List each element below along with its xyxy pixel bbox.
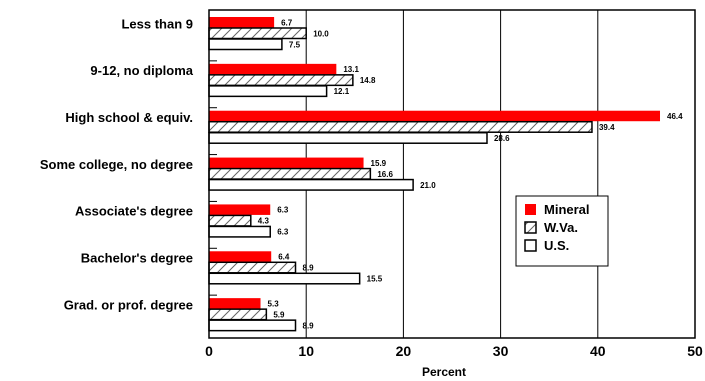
data-label: 14.8 — [360, 76, 376, 85]
legend-label: U.S. — [544, 238, 569, 253]
bar-us — [208, 38, 283, 51]
bar-wva — [208, 27, 307, 40]
bar-us — [208, 319, 297, 332]
plot-frame — [208, 9, 696, 339]
bar-wva — [208, 308, 268, 321]
legend-label: Mineral — [544, 202, 590, 217]
data-label: 15.9 — [371, 159, 387, 168]
bar-us — [208, 131, 488, 144]
x-tick-label: 20 — [396, 343, 412, 359]
data-label: 21.0 — [420, 181, 436, 190]
x-tick-label: 30 — [493, 343, 509, 359]
bar-mineral — [209, 204, 271, 215]
bar-wva — [208, 214, 252, 227]
data-label: 5.9 — [273, 310, 285, 319]
legend: Mineral W.Va. U.S. — [515, 195, 609, 267]
x-tick-label: 0 — [205, 343, 213, 359]
bar-us — [208, 225, 271, 238]
category-label: Less than 9 — [121, 16, 193, 31]
category-label: High school & equiv. — [65, 110, 193, 125]
bar-wva — [208, 120, 593, 133]
data-label: 6.4 — [278, 253, 290, 262]
bar-mineral — [209, 157, 364, 169]
category-labels: Less than 9 9-12, no diploma High school &… — [40, 16, 194, 312]
data-label: 8.9 — [303, 321, 315, 330]
x-tick-labels: 0 10 20 30 40 50 — [205, 343, 703, 359]
bar-mineral — [209, 251, 272, 262]
data-label: 10.0 — [313, 29, 329, 38]
data-label: 6.7 — [281, 18, 293, 27]
bar-wva — [208, 74, 354, 87]
bar-mineral — [209, 298, 261, 309]
data-label: 6.3 — [277, 228, 289, 237]
bar-wva — [208, 261, 297, 274]
data-label: 4.3 — [258, 217, 270, 226]
data-label: 15.5 — [367, 275, 383, 284]
x-axis-title: Percent — [422, 365, 466, 379]
legend-swatch — [524, 239, 537, 252]
category-label: Some college, no degree — [40, 157, 193, 172]
data-label: 7.5 — [289, 40, 301, 49]
data-label: 6.3 — [277, 206, 289, 215]
bar-mineral — [209, 63, 337, 75]
bars: 6.7 10.0 7.5 13.114.8 12.1 46.4 39.4 28.6 15.9 16… — [208, 17, 683, 332]
data-label: 13.1 — [343, 65, 359, 74]
bar-us — [208, 272, 361, 285]
data-label: 16.6 — [377, 170, 393, 179]
bar-mineral — [209, 110, 661, 122]
category-label: Bachelor's degree — [81, 251, 193, 266]
category-label: Associate's degree — [75, 204, 193, 219]
category-label: Grad. or prof. degree — [64, 297, 193, 312]
data-label: 5.3 — [268, 299, 280, 308]
data-label: 8.9 — [303, 264, 315, 273]
x-tick-label: 40 — [590, 343, 606, 359]
bar-us — [208, 178, 414, 191]
data-label: 28.6 — [494, 134, 510, 143]
legend-swatch — [525, 204, 536, 215]
data-label: 12.1 — [334, 87, 350, 96]
plot-border — [208, 9, 696, 339]
data-label: 39.4 — [599, 123, 615, 132]
x-tick-label: 10 — [298, 343, 314, 359]
data-label: 46.4 — [667, 112, 683, 121]
x-tick-label: 50 — [687, 343, 703, 359]
category-label: 9-12, no diploma — [90, 63, 193, 78]
bar-mineral — [209, 17, 275, 28]
legend-swatch — [524, 221, 537, 234]
bar-wva — [208, 167, 372, 180]
legend-label: W.Va. — [544, 220, 578, 235]
bar-us — [208, 85, 328, 98]
